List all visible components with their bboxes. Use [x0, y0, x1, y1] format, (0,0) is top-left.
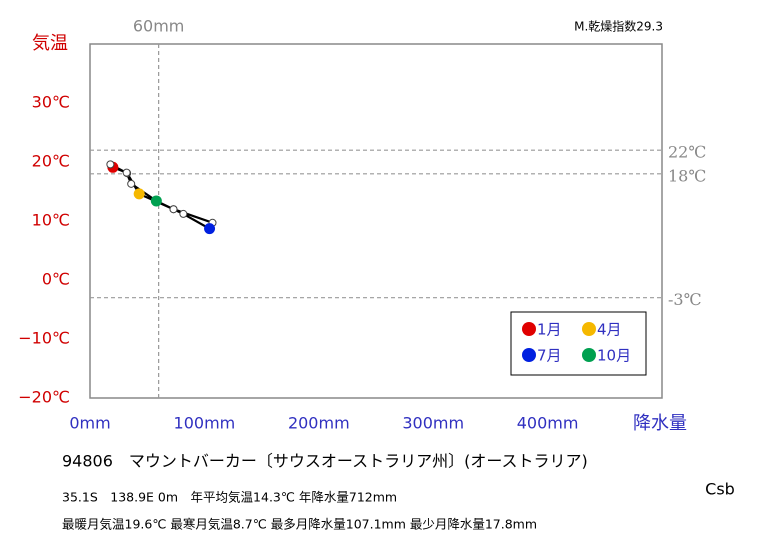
- y-tick-label: 0℃: [42, 270, 70, 289]
- y-axis-label: 気温: [32, 33, 68, 54]
- station-name: 94806 マウントバーカー〔サウスオーストラリア州〕(オーストラリア): [62, 452, 588, 471]
- legend-label: 1月: [537, 321, 562, 339]
- y-tick-label: −20℃: [18, 388, 70, 407]
- reference-label: 22℃: [668, 143, 706, 162]
- plot-frame: [89, 43, 663, 399]
- y-tick-label: −10℃: [18, 329, 70, 348]
- x-tick-label: 300mm: [402, 414, 464, 433]
- month-point: [133, 188, 145, 200]
- month-point: [204, 223, 216, 235]
- month-point: [150, 195, 162, 207]
- climate-class: Csb: [705, 480, 735, 499]
- x-tick-label: 400mm: [517, 414, 579, 433]
- month-point: [122, 168, 131, 177]
- legend-label: 4月: [597, 321, 622, 339]
- x-axis-label: 降水量: [633, 413, 687, 434]
- month-point: [106, 160, 115, 169]
- x-tick-label: 200mm: [288, 414, 350, 433]
- legend-swatch: [522, 322, 536, 336]
- reference-label: 18℃: [668, 166, 706, 185]
- legend-swatch: [582, 348, 596, 362]
- month-point: [169, 205, 178, 214]
- x-tick-label: 0mm: [69, 414, 110, 433]
- y-tick-label: 20℃: [32, 152, 70, 171]
- legend-swatch: [522, 348, 536, 362]
- reference-label: -3℃: [668, 290, 701, 309]
- legend-swatch: [582, 322, 596, 336]
- aridity-index: M.乾燥指数29.3: [574, 19, 663, 34]
- info-line: 35.1S 138.9E 0m 年平均気温14.3℃ 年降水量712mm: [62, 490, 397, 505]
- legend-label: 10月: [597, 347, 631, 365]
- x-tick-label: 100mm: [174, 414, 236, 433]
- legend-box: [510, 311, 647, 376]
- info-line: 最暖月気温19.6℃ 最寒月気温8.7℃ 最多月降水量107.1mm 最少月降水…: [62, 517, 537, 532]
- month-point: [179, 209, 188, 218]
- reference-label: 60mm: [133, 17, 185, 36]
- month-point: [127, 179, 136, 188]
- legend-label: 7月: [537, 347, 562, 365]
- y-tick-label: 30℃: [32, 93, 70, 112]
- y-tick-label: 10℃: [32, 211, 70, 230]
